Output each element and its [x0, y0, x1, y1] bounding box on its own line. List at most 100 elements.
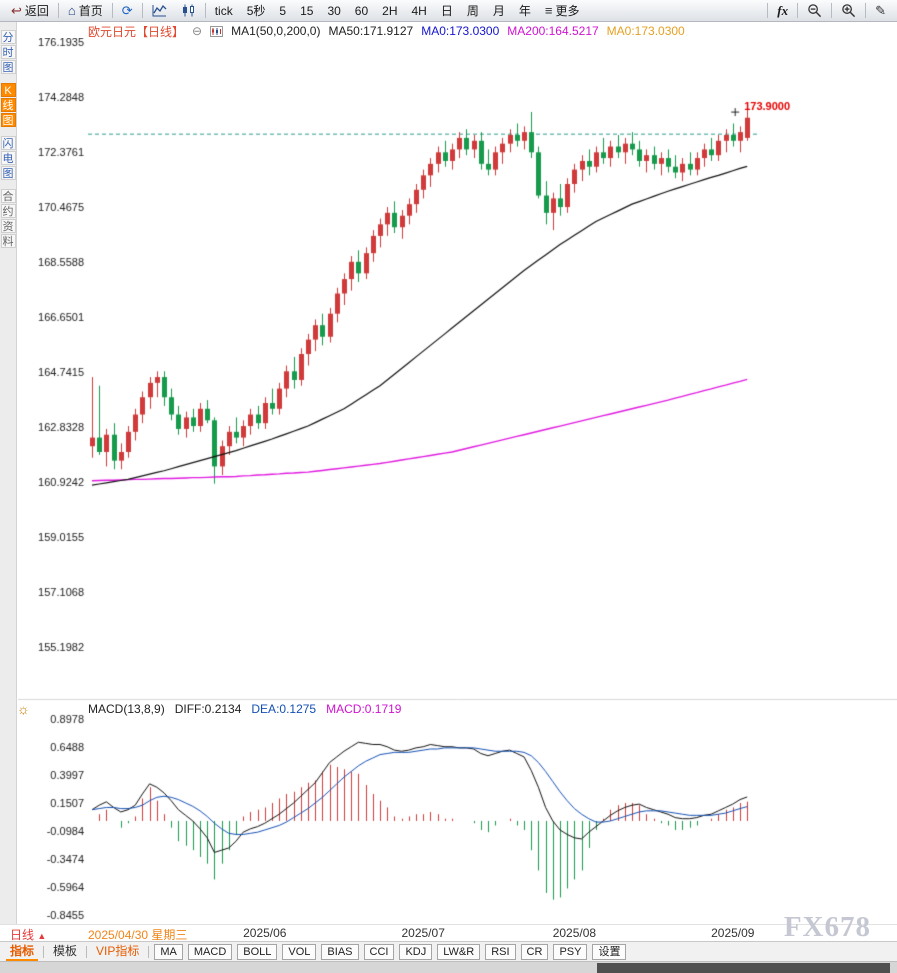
- sidebar-item-char: 图: [0, 113, 16, 127]
- toolbar-button-home[interactable]: ⌂ 首页: [61, 1, 110, 21]
- sidebar-item-char: 电: [0, 151, 16, 165]
- horizontal-scrollbar[interactable]: [0, 961, 897, 973]
- macd-header: MACD(13,8,9) DIFF:0.2134 DEA:0.1275 MACD…: [88, 702, 401, 716]
- line-chart-icon: [152, 4, 167, 17]
- ma50-value: MA50:171.9127: [328, 24, 414, 38]
- toolbar-button-draw[interactable]: ✎: [868, 1, 893, 21]
- toolbar-button-more[interactable]: ≡ 更多: [538, 1, 587, 21]
- toolbar-button-label: 30: [327, 3, 341, 18]
- price-chart-canvas[interactable]: [18, 38, 897, 925]
- toolbar-button-interval-month[interactable]: 月: [486, 1, 512, 21]
- indicator-edit-icon[interactable]: [210, 25, 224, 37]
- minus-circle-icon[interactable]: ⊖: [192, 24, 203, 38]
- zoom-out-icon: [807, 3, 822, 18]
- settings-button[interactable]: 设置: [592, 943, 627, 960]
- toolbar-button-label: 60: [354, 3, 369, 18]
- toolbar-button-zoom-in[interactable]: [834, 1, 863, 21]
- indicator-chip-ma[interactable]: MA: [154, 943, 183, 960]
- back-icon: ↩: [11, 3, 22, 18]
- toolbar-separator: [865, 3, 867, 18]
- period-selector[interactable]: 日线 ▲: [10, 926, 46, 943]
- toolbar-button-label: 5: [279, 3, 287, 18]
- indicator-settings-icon[interactable]: ☼: [17, 701, 30, 717]
- toolbar-button-label: 年: [518, 4, 531, 18]
- x-axis-row: 日线 ▲ 2025/04/30 星期三 2025/06 2025/07 2025/0…: [0, 924, 897, 943]
- x-axis-label: 2025/09: [711, 926, 755, 940]
- toolbar-button-candle-chart[interactable]: [174, 1, 203, 21]
- toolbar-separator: [111, 3, 113, 18]
- indicator-chip-lwr[interactable]: LW&R: [437, 943, 481, 960]
- toolbar-button-interval-60[interactable]: 60: [348, 1, 375, 21]
- tab-indicators[interactable]: 指标: [6, 943, 39, 961]
- macd-macd-value: MACD:0.1719: [326, 702, 402, 716]
- toolbar-button-interval-5[interactable]: 5: [272, 1, 293, 21]
- sidebar-item-char: 线: [0, 98, 16, 112]
- tab-vip-indicators[interactable]: VIP指标: [96, 943, 140, 958]
- toolbar-button-interval-week[interactable]: 周: [460, 1, 486, 21]
- indicator-chip-rsi[interactable]: RSI: [485, 943, 516, 960]
- indicator-chip-psy[interactable]: PSY: [553, 943, 588, 960]
- refresh-icon: ⟳: [121, 3, 133, 18]
- indicator-chip-cr[interactable]: CR: [520, 943, 549, 960]
- indicator-chip-kdj[interactable]: KDJ: [399, 943, 433, 960]
- x-axis-label: 2025/08: [552, 926, 597, 940]
- toolbar-button-interval-4h[interactable]: 4H: [405, 1, 434, 21]
- tab-separator: [43, 945, 45, 958]
- toolbar-button-interval-5s[interactable]: 5秒: [240, 1, 273, 21]
- toolbar-button-line-chart[interactable]: [145, 1, 174, 21]
- sidebar-item-char: K: [0, 83, 16, 97]
- tab-separator: [86, 945, 88, 958]
- scrollbar-thumb[interactable]: [597, 963, 890, 973]
- period-label: 日线: [10, 928, 35, 942]
- sidebar-item-char: 合: [0, 189, 16, 203]
- toolbar-button-label: tick: [214, 3, 233, 18]
- toolbar-button-interval-tick[interactable]: tick: [208, 1, 240, 21]
- indicator-chip-boll[interactable]: BOLL: [237, 943, 278, 960]
- pencil-icon: ✎: [875, 3, 886, 18]
- ma0-value-orange: MA0:173.0300: [606, 24, 685, 38]
- toolbar-button-label: 周: [466, 4, 479, 18]
- toolbar-button-label: 返回: [24, 4, 49, 18]
- sidebar-item-char: 图: [0, 166, 16, 180]
- toolbar-button-interval-2h[interactable]: 2H: [375, 1, 404, 21]
- indicator-chip-bias[interactable]: BIAS: [321, 943, 359, 960]
- toolbar-button-label: 15: [300, 3, 314, 18]
- sidebar-item-char: 资: [0, 219, 16, 233]
- indicator-chip-cci[interactable]: CCI: [363, 943, 395, 960]
- sidebar-item-flash-chart[interactable]: 闪电图: [0, 136, 16, 180]
- sidebar-item-char: 图: [0, 60, 16, 74]
- toolbar-button-interval-day[interactable]: 日: [434, 1, 460, 21]
- sidebar-item-char: 时: [0, 45, 16, 59]
- indicator-chip-vol[interactable]: VOL: [282, 943, 317, 960]
- toolbar-button-interval-15[interactable]: 15: [293, 1, 320, 21]
- sidebar-item-time-chart[interactable]: 分时图: [0, 30, 16, 74]
- toolbar-button-refresh[interactable]: ⟳: [115, 1, 140, 21]
- toolbar-button-fx[interactable]: fx: [770, 1, 795, 21]
- ma-settings-label: MA1(50,0,200,0): [231, 24, 321, 38]
- toolbar-separator: [797, 3, 799, 18]
- brand-watermark: FX678: [783, 911, 871, 943]
- toolbar-button-zoom-out[interactable]: [800, 1, 829, 21]
- toolbar-separator: [204, 3, 206, 18]
- toolbar-button-interval-30[interactable]: 30: [320, 1, 347, 21]
- toolbar-button-back[interactable]: ↩ 返回: [4, 1, 56, 21]
- home-icon: ⌂: [67, 3, 76, 18]
- symbol-title: 欧元日元【日线】: [88, 24, 185, 39]
- toolbar-separator: [831, 3, 833, 18]
- chart-header: 欧元日元【日线】 ⊖ MA1(50,0,200,0) MA50:171.9127…: [88, 24, 685, 39]
- sidebar-item-contract-info[interactable]: 合约资料: [0, 189, 16, 248]
- triangle-up-icon: ▲: [37, 931, 47, 941]
- macd-params-label: MACD(13,8,9): [88, 702, 165, 716]
- macd-dea-value: DEA:0.1275: [251, 702, 317, 716]
- toolbar-separator: [57, 3, 59, 18]
- toolbar-button-label: 4H: [411, 3, 427, 18]
- sidebar-item-char: 分: [0, 30, 16, 44]
- toolbar-button-interval-year[interactable]: 年: [512, 1, 538, 21]
- tab-separator: [148, 945, 150, 958]
- tab-templates[interactable]: 模板: [53, 943, 78, 958]
- indicator-chip-macd[interactable]: MACD: [187, 943, 233, 960]
- toolbar-button-label: 月: [492, 4, 505, 18]
- sidebar-item-char: 料: [0, 234, 16, 248]
